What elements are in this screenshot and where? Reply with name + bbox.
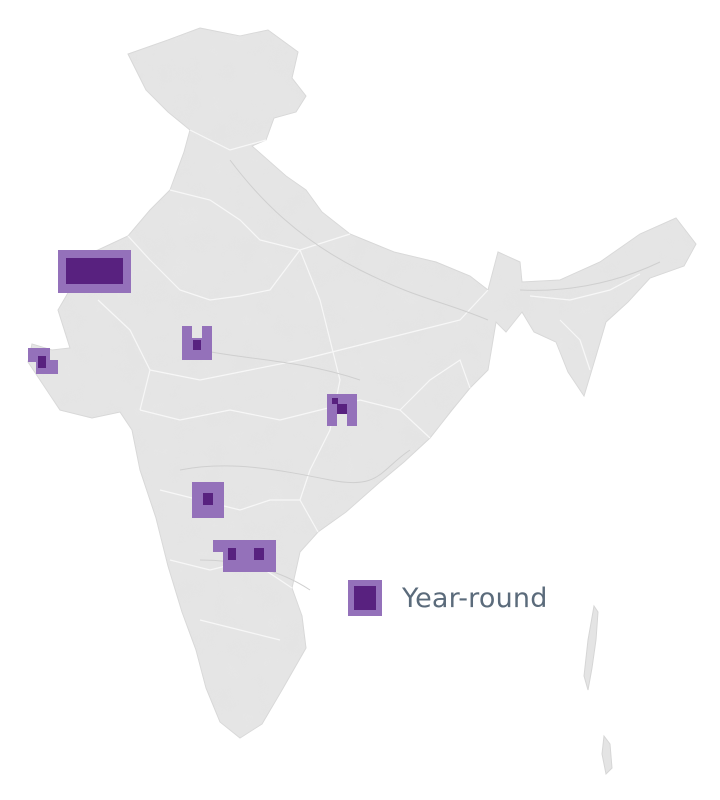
region-cell-dark [254,548,264,560]
state-boundaries [97,129,641,641]
highlighted-regions [28,250,357,572]
region-maharashtra-south [192,482,224,518]
region-gujarat-coast [28,348,58,374]
island-chain [583,604,599,691]
region-cell-light [182,326,192,340]
region-cell-light [327,404,337,414]
region-cell-light [327,414,337,426]
terrain-relief [28,28,696,738]
region-cell-light [347,414,357,426]
island-small [601,734,613,776]
region-cell-light [327,394,357,404]
legend-swatch-inner [354,586,376,610]
region-cell-dark [193,340,201,350]
legend-label: Year-round [402,582,548,614]
region-cell-light [202,326,212,340]
region-cell-dark [337,404,347,414]
legend-swatch-icon [348,580,382,616]
region-cell-dark [332,398,338,404]
region-cell-dark [203,493,213,505]
region-cell-dark [66,258,123,284]
region-chhattisgarh [327,394,357,426]
region-karnataka-andhra [213,540,276,572]
region-kachchh-west [58,250,131,293]
region-madhya-pradesh-west [182,326,212,360]
legend: Year-round [348,580,548,616]
region-cell-light [347,404,357,414]
rivers [179,159,661,591]
region-cell-dark [228,548,236,560]
region-cell-dark [38,356,46,368]
